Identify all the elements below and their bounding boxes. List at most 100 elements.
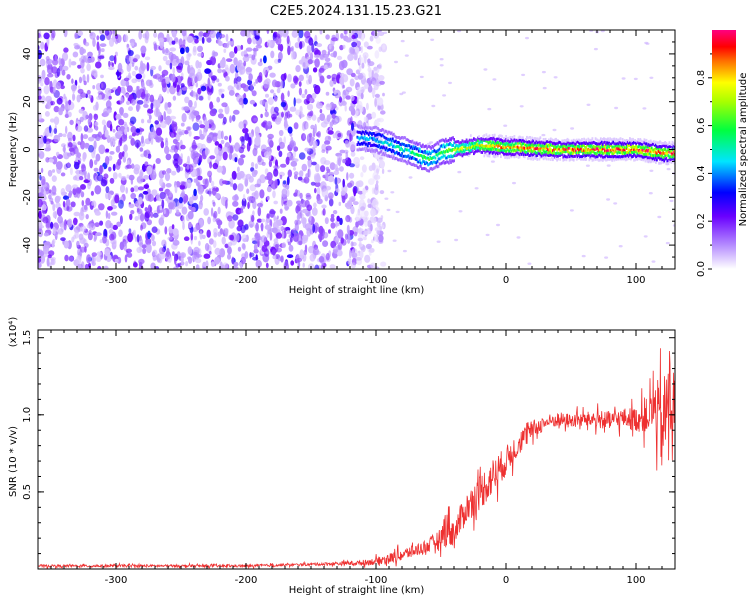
signal-cell [457, 147, 460, 150]
noise-cell [359, 156, 365, 161]
signal-cell [495, 153, 498, 156]
x-tick-label: -200 [235, 575, 258, 586]
signal-cell [412, 145, 415, 149]
signal-cell [589, 142, 592, 145]
noise-cell [366, 113, 373, 120]
signal-cell [525, 147, 527, 150]
signal-cell [623, 141, 626, 145]
signal-cell [439, 145, 442, 148]
signal-cell [372, 138, 374, 141]
signal-cell [379, 133, 382, 137]
noise-cell [206, 229, 211, 238]
noise-cell [125, 187, 128, 194]
signal-cell [673, 149, 675, 153]
signal-cell [406, 148, 409, 152]
signal-cell [408, 156, 411, 160]
signal-cell [631, 151, 633, 154]
noise-cell [379, 160, 386, 169]
signal-cell [493, 138, 496, 141]
noise-cell [279, 208, 283, 214]
noise-cell [169, 47, 177, 52]
signal-cell [537, 140, 540, 144]
noise-cell [175, 263, 181, 268]
noise-cell [96, 251, 102, 257]
noise-cell [77, 30, 84, 36]
signal-cell [490, 142, 493, 146]
noise-cell [374, 50, 380, 59]
signal-cell [381, 153, 384, 156]
signal-cell [510, 149, 513, 153]
noise-cell [327, 136, 331, 140]
signal-cell [588, 140, 591, 144]
signal-cell [362, 130, 365, 134]
noise-cell [312, 140, 318, 149]
signal-cell [507, 138, 510, 142]
signal-cell [670, 149, 673, 153]
noise-cell [319, 30, 323, 35]
noise-cell [176, 209, 180, 215]
signal-cell [559, 154, 562, 157]
noise-cell [303, 133, 306, 140]
signal-cell [501, 141, 503, 145]
signal-cell [424, 145, 426, 148]
noise-cell [348, 47, 353, 55]
signal-cell [458, 144, 461, 148]
signal-cell [543, 153, 546, 156]
signal-cell [532, 157, 535, 161]
noise-cell [141, 135, 144, 144]
signal-cell [378, 132, 381, 136]
noise-cell [129, 116, 137, 125]
noise-cell [149, 79, 153, 86]
noise-cell [38, 257, 42, 263]
signal-cell [594, 152, 597, 155]
noise-cell [155, 127, 163, 136]
signal-cell [400, 154, 402, 158]
noise-cell [45, 141, 51, 150]
noise-cell [327, 62, 333, 69]
noise-cell [107, 212, 111, 220]
signal-cell [509, 152, 512, 155]
noise-cell [105, 193, 112, 199]
signal-cell [575, 147, 578, 150]
signal-cell [588, 144, 591, 148]
noise-cell [159, 205, 163, 211]
noise-cell [99, 34, 106, 41]
noise-cell [44, 77, 50, 86]
noise-cell [241, 205, 246, 210]
signal-cell [548, 140, 551, 144]
signal-cell [433, 149, 436, 152]
signal-cell [443, 145, 446, 149]
signal-cell [630, 138, 632, 141]
signal-cell [448, 147, 450, 151]
signal-cell [584, 154, 587, 158]
noise-cell [118, 229, 123, 238]
signal-cell [608, 140, 610, 144]
signal-cell [508, 153, 511, 156]
signal-cell [671, 146, 674, 150]
signal-cell [652, 154, 655, 158]
signal-cell [619, 141, 622, 145]
signal-cell [546, 144, 549, 148]
noise-cell [188, 99, 193, 108]
signal-cell [482, 135, 485, 138]
signal-cell [588, 151, 591, 154]
signal-cell [609, 149, 611, 153]
noise-cell [171, 123, 178, 132]
noise-cell [67, 218, 73, 228]
signal-cell [580, 139, 582, 143]
signal-cell [538, 143, 541, 147]
noise-cell [305, 192, 311, 198]
signal-cell [565, 155, 568, 159]
noise-cell [241, 243, 246, 250]
noise-cell [201, 234, 206, 239]
signal-cell [412, 157, 415, 160]
noise-cell [324, 57, 331, 63]
signal-cell [405, 144, 408, 147]
noise-cell [593, 47, 598, 51]
noise-cell [204, 243, 210, 251]
noise-cell [313, 54, 321, 59]
noise-cell [371, 239, 374, 244]
signal-cell [413, 152, 416, 156]
noise-cell [50, 221, 54, 229]
noise-cell [163, 209, 166, 215]
